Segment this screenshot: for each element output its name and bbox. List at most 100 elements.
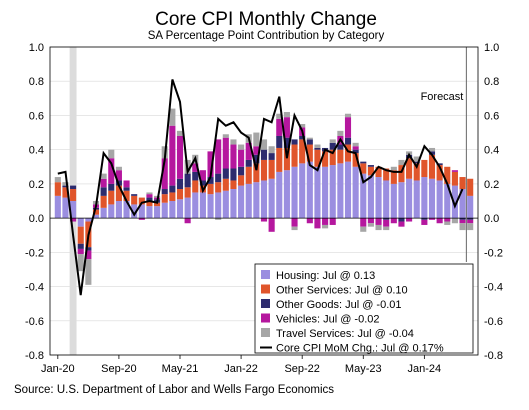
bar-other-services	[314, 149, 321, 167]
bar-housing	[322, 166, 329, 219]
legend-swatch-housing	[261, 270, 270, 279]
bar-other-goods	[268, 153, 275, 160]
bar-travel-services	[344, 113, 352, 118]
y-tick-label-left: 0.0	[29, 213, 44, 225]
bar-housing	[131, 204, 138, 219]
bar-vehicles	[390, 218, 397, 224]
bar-other-goods	[360, 161, 367, 164]
bar-housing	[360, 173, 367, 219]
bar-other-services	[222, 178, 229, 191]
y-tick-label-right: -0.8	[484, 350, 503, 362]
bar-vehicles	[306, 218, 313, 224]
bar-other-goods	[238, 166, 245, 176]
chart-title: Core CPI Monthly Change	[155, 9, 377, 30]
bar-other-services	[92, 209, 100, 215]
bar-other-goods	[199, 180, 206, 186]
bar-housing	[314, 166, 321, 219]
bar-other-services	[459, 177, 466, 190]
bar-housing	[329, 165, 336, 219]
bar-housing	[245, 183, 252, 219]
y-tick-label-left: -0.4	[25, 282, 44, 294]
bar-travel-services	[444, 221, 451, 225]
bar-travel-services	[428, 147, 436, 152]
bar-travel-services	[253, 132, 260, 147]
forecast-label: Forecast	[421, 91, 464, 103]
bar-other-services	[230, 180, 237, 190]
bar-other-goods	[260, 149, 268, 160]
bar-other-services	[115, 185, 122, 201]
bar-other-goods	[299, 135, 306, 140]
bar-travel-services	[352, 142, 359, 147]
x-tick-label: Sep-20	[101, 363, 136, 375]
bar-vehicles	[375, 218, 382, 225]
bar-travel-services	[283, 112, 290, 118]
bar-other-goods	[85, 247, 92, 251]
bar-travel-services	[222, 134, 229, 138]
bar-travel-services	[360, 226, 367, 232]
bar-other-services	[131, 195, 138, 205]
bar-housing	[70, 201, 77, 219]
bar-vehicles	[230, 144, 237, 169]
bar-housing	[283, 170, 290, 219]
bar-housing	[383, 180, 390, 219]
legend-label-other-services: Other Services: Jul @ 0.10	[276, 285, 408, 297]
bar-housing	[291, 166, 298, 219]
bar-travel-services	[291, 226, 298, 231]
y-tick-label-left: -0.6	[25, 316, 44, 328]
legend-label-line: Core CPI MoM Chg.: Jul @ 0.17%	[276, 343, 444, 355]
bar-other-services	[260, 159, 268, 181]
bar-housing	[54, 195, 61, 219]
bar-vehicles	[436, 218, 443, 224]
bar-travel-services	[169, 108, 176, 126]
bar-housing	[375, 177, 382, 219]
bar-other-services	[337, 149, 344, 164]
bar-housing	[230, 189, 237, 219]
bar-other-goods	[291, 139, 298, 145]
bar-other-services	[100, 195, 107, 208]
bar-travel-services	[459, 223, 466, 231]
bar-other-services	[421, 159, 428, 178]
y-tick-label-right: 0.4	[484, 145, 499, 157]
bar-vehicles	[70, 218, 77, 222]
bar-travel-services	[215, 218, 222, 220]
bar-other-services	[444, 166, 451, 184]
bar-travel-services	[115, 166, 122, 171]
bar-travel-services	[276, 113, 283, 119]
bar-vehicles	[268, 218, 275, 232]
bar-housing	[215, 192, 222, 219]
y-tick-label-right: 0.6	[484, 110, 499, 122]
bar-travel-services	[260, 139, 268, 150]
bar-other-services	[283, 147, 290, 171]
bar-other-goods	[192, 171, 199, 181]
bar-other-services	[108, 190, 115, 205]
x-tick-label: Jan-20	[41, 363, 75, 375]
bar-other-services	[299, 139, 306, 164]
bar-housing	[467, 195, 474, 219]
bar-other-services	[428, 154, 436, 179]
y-tick-label-right: -0.6	[484, 316, 503, 328]
bar-housing	[222, 190, 229, 219]
bar-other-goods	[367, 165, 374, 167]
bar-other-goods	[352, 149, 359, 154]
bar-travel-services	[154, 195, 161, 198]
bar-housing	[138, 204, 145, 219]
bar-other-services	[169, 192, 176, 201]
bar-other-goods	[222, 168, 229, 179]
bar-vehicles	[329, 218, 336, 225]
legend-swatch-other-goods	[261, 299, 270, 308]
bar-other-goods	[398, 218, 405, 222]
bar-other-goods	[100, 187, 107, 196]
bar-other-goods	[253, 154, 260, 164]
bar-housing	[184, 197, 191, 219]
bar-other-goods	[176, 178, 184, 190]
bar-housing	[199, 192, 206, 219]
bar-other-services	[268, 159, 275, 179]
core-cpi-line	[57, 79, 464, 296]
bar-travel-services	[238, 144, 245, 150]
bar-travel-services	[77, 254, 84, 272]
bar-travel-services	[176, 130, 184, 136]
bar-housing	[260, 180, 268, 219]
y-tick-label-right: 1.0	[484, 42, 499, 54]
bar-other-services	[413, 163, 420, 181]
bar-travel-services	[100, 173, 107, 179]
